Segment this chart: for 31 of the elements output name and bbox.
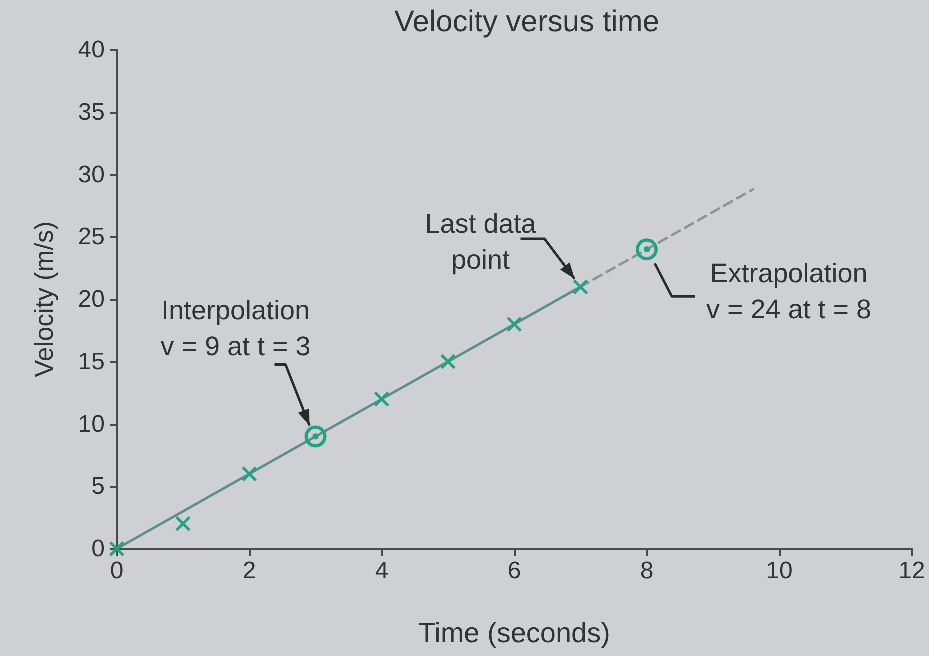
point [176,516,191,532]
annotation: Last data point [425,209,538,276]
y-tick-label: 40 [78,36,105,64]
y-tick-label: 20 [78,286,105,313]
x-tick-label: 12 [898,558,926,584]
y-tick-label: 25 [78,224,105,251]
x-tick-label: 2 [242,558,256,584]
x-axis-title: Time (seconds) [418,618,610,648]
chart-title: Velocity versus time [394,6,660,38]
point [374,392,390,407]
point [242,466,257,482]
y-tick-label: 30 [78,161,105,188]
x-tick-label: 10 [766,558,793,584]
annotation: Extrapolation v = 24 at t = 8 [706,258,872,325]
y-tick-label: 10 [78,410,105,438]
point [440,354,456,370]
annotation: Interpolation v = 9 at t = 3 [160,296,311,362]
point [507,316,522,332]
y-tick-label: 5 [92,473,105,500]
x-tick-label: 6 [508,558,522,584]
x-tick-label: 4 [375,558,389,584]
point [573,280,588,295]
point [636,238,658,261]
y-tick-label: 0 [92,536,105,562]
y-tick-label: 35 [78,98,105,126]
point [304,426,327,448]
point [110,542,124,556]
x-tick-label: 0 [110,558,124,584]
x-tick-label: 8 [640,558,654,584]
y-tick-label: 15 [78,348,105,376]
y-axis-title: Velocity (m/s) [29,221,59,378]
